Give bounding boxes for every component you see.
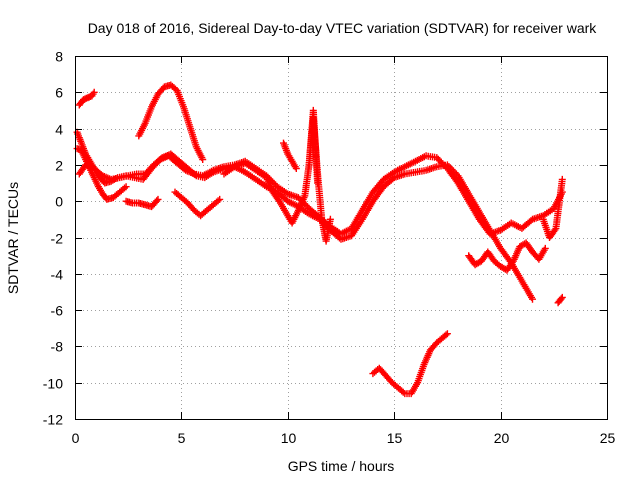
series-arc-14 bbox=[554, 293, 566, 307]
grid bbox=[75, 56, 607, 419]
series-arc-10 bbox=[280, 139, 300, 172]
series-arc-09 bbox=[305, 106, 322, 187]
data-point bbox=[558, 293, 566, 301]
data-point bbox=[90, 88, 98, 96]
data-point bbox=[442, 331, 450, 339]
data-point bbox=[529, 295, 536, 303]
x-axis-label: GPS time / hours bbox=[288, 458, 395, 474]
data-point bbox=[541, 244, 549, 252]
y-axis-label: SDTVAR / TECUs bbox=[5, 182, 21, 294]
data-point bbox=[122, 183, 130, 191]
x-tick-label: 15 bbox=[387, 430, 403, 446]
x-tick-label: 5 bbox=[178, 430, 186, 446]
data-point bbox=[445, 163, 453, 170]
series-arc-12 bbox=[465, 239, 549, 274]
data-point bbox=[292, 165, 300, 172]
x-tick-label: 10 bbox=[281, 430, 297, 446]
y-tick-label: -2 bbox=[51, 231, 64, 247]
data-point bbox=[399, 388, 407, 396]
y-tick-label: -10 bbox=[43, 376, 63, 392]
y-tick-label: -8 bbox=[51, 339, 64, 355]
data-point bbox=[154, 195, 162, 203]
x-tick-label: 25 bbox=[600, 430, 616, 446]
y-tick-label: 8 bbox=[55, 49, 63, 65]
x-tick-label: 20 bbox=[494, 430, 510, 446]
y-tick-label: -4 bbox=[51, 267, 64, 283]
chart-title: Day 018 of 2016, Sidereal Day-to-day VTE… bbox=[88, 20, 598, 36]
y-tick-label: -12 bbox=[43, 412, 63, 428]
series-arc-07 bbox=[171, 188, 224, 220]
series-arc-06 bbox=[122, 195, 162, 211]
series-arc-13 bbox=[539, 175, 566, 241]
data-point bbox=[153, 197, 161, 205]
y-tick-label: 4 bbox=[55, 122, 63, 138]
series-arc-01 bbox=[75, 88, 98, 109]
data-points bbox=[73, 81, 566, 398]
data-point bbox=[557, 295, 565, 303]
y-tick-label: 6 bbox=[55, 85, 63, 101]
series-arc-05 bbox=[73, 145, 130, 203]
data-point bbox=[558, 175, 566, 183]
y-tick-label: 0 bbox=[55, 194, 63, 210]
data-point bbox=[443, 330, 451, 338]
data-point bbox=[446, 164, 454, 172]
data-point bbox=[326, 215, 334, 223]
data-point bbox=[191, 171, 199, 179]
y-tick-label: 2 bbox=[55, 158, 63, 174]
y-tick-label: -6 bbox=[51, 303, 64, 319]
series-arc-02 bbox=[135, 81, 207, 163]
data-point bbox=[216, 195, 224, 203]
data-point bbox=[551, 226, 559, 234]
data-point bbox=[199, 156, 207, 163]
series-arc-11 bbox=[369, 330, 451, 398]
data-point bbox=[314, 179, 322, 187]
data-point bbox=[121, 184, 128, 192]
series-arc-04 bbox=[75, 150, 536, 303]
data-point bbox=[214, 197, 222, 205]
x-tick-label: 0 bbox=[72, 430, 80, 446]
